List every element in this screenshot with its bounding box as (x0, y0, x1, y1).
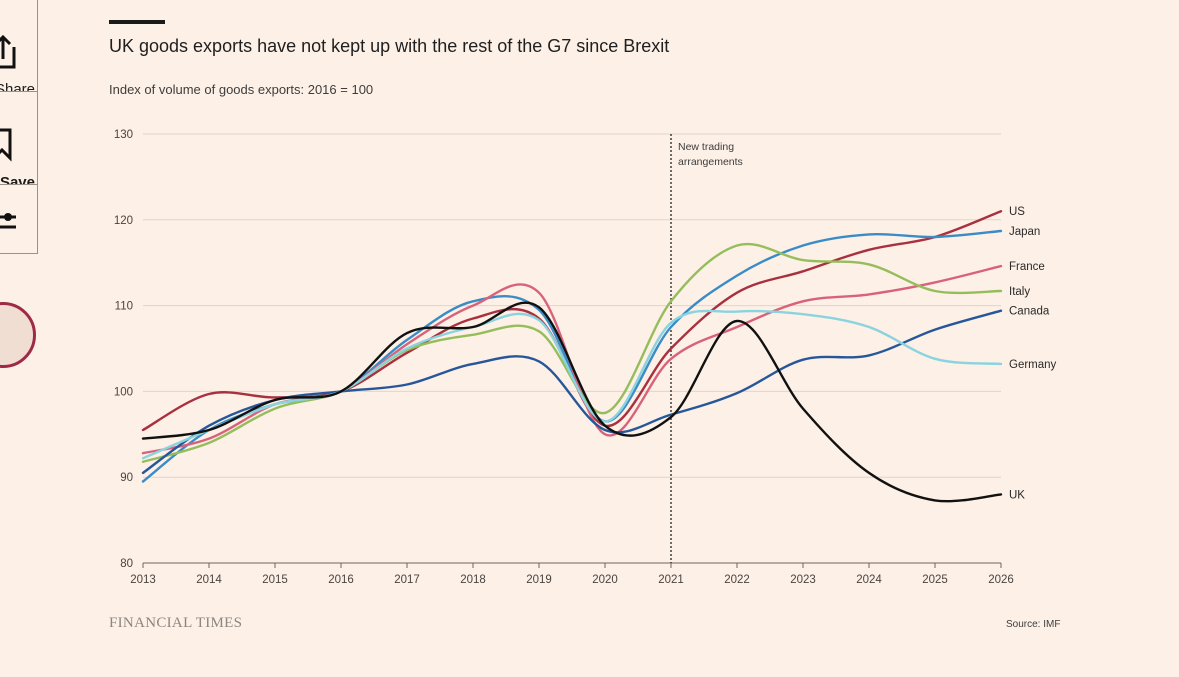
series-label-us: US (1009, 206, 1025, 218)
x-tick-label: 2018 (460, 574, 486, 586)
y-tick-label: 120 (114, 215, 133, 227)
series-label-canada: Canada (1009, 306, 1050, 318)
share-label: Share (0, 81, 35, 92)
sliders-icon (0, 213, 16, 229)
series-label-uk: UK (1009, 489, 1025, 501)
x-tick-label: 2023 (790, 574, 816, 586)
save-button[interactable]: Save (0, 92, 37, 185)
x-tick-label: 2015 (262, 574, 288, 586)
settings-button[interactable] (0, 185, 37, 253)
x-tick-label: 2014 (196, 574, 222, 586)
x-tick-label: 2013 (130, 574, 156, 586)
series-line-uk (141, 301, 1003, 503)
x-tick-label: 2024 (856, 574, 882, 586)
x-tick-label: 2020 (592, 574, 618, 586)
series-label-france: France (1009, 261, 1045, 273)
series-label-germany: Germany (1009, 359, 1057, 371)
x-tick-label: 2017 (394, 574, 420, 586)
sidebar-toolbar: Share Save (0, 0, 38, 254)
share-icon (0, 34, 16, 69)
annotation-text: arrangements (678, 156, 743, 168)
series-line-france (141, 264, 1003, 455)
y-tick-label: 80 (120, 558, 133, 570)
x-tick-label: 2022 (724, 574, 750, 586)
x-tick-label: 2019 (526, 574, 552, 586)
x-tick-label: 2026 (988, 574, 1014, 586)
series-label-italy: Italy (1009, 286, 1030, 298)
share-button[interactable]: Share (0, 0, 37, 92)
source-note: Source: IMF (1006, 619, 1061, 630)
series-line-italy (141, 242, 1003, 463)
ft-logo: FINANCIAL TIMES (109, 615, 243, 631)
series-label-japan: Japan (1009, 226, 1040, 238)
x-tick-label: 2021 (658, 574, 684, 586)
y-tick-label: 130 (114, 129, 133, 141)
series-line-germany (141, 309, 1003, 460)
chart-title: UK goods exports have not kept up with t… (109, 36, 670, 56)
bookmark-icon (0, 128, 12, 162)
save-label: Save (0, 174, 35, 185)
x-tick-label: 2016 (328, 574, 354, 586)
x-tick-label: 2025 (922, 574, 948, 586)
chart-subtitle: Index of volume of goods exports: 2016 =… (109, 82, 374, 97)
y-tick-label: 110 (115, 301, 133, 313)
series-line-japan (141, 229, 1003, 483)
y-tick-label: 100 (114, 386, 133, 398)
y-tick-label: 90 (120, 472, 133, 484)
annotation-text: New trading (678, 141, 734, 153)
title-accent-bar (109, 20, 165, 24)
